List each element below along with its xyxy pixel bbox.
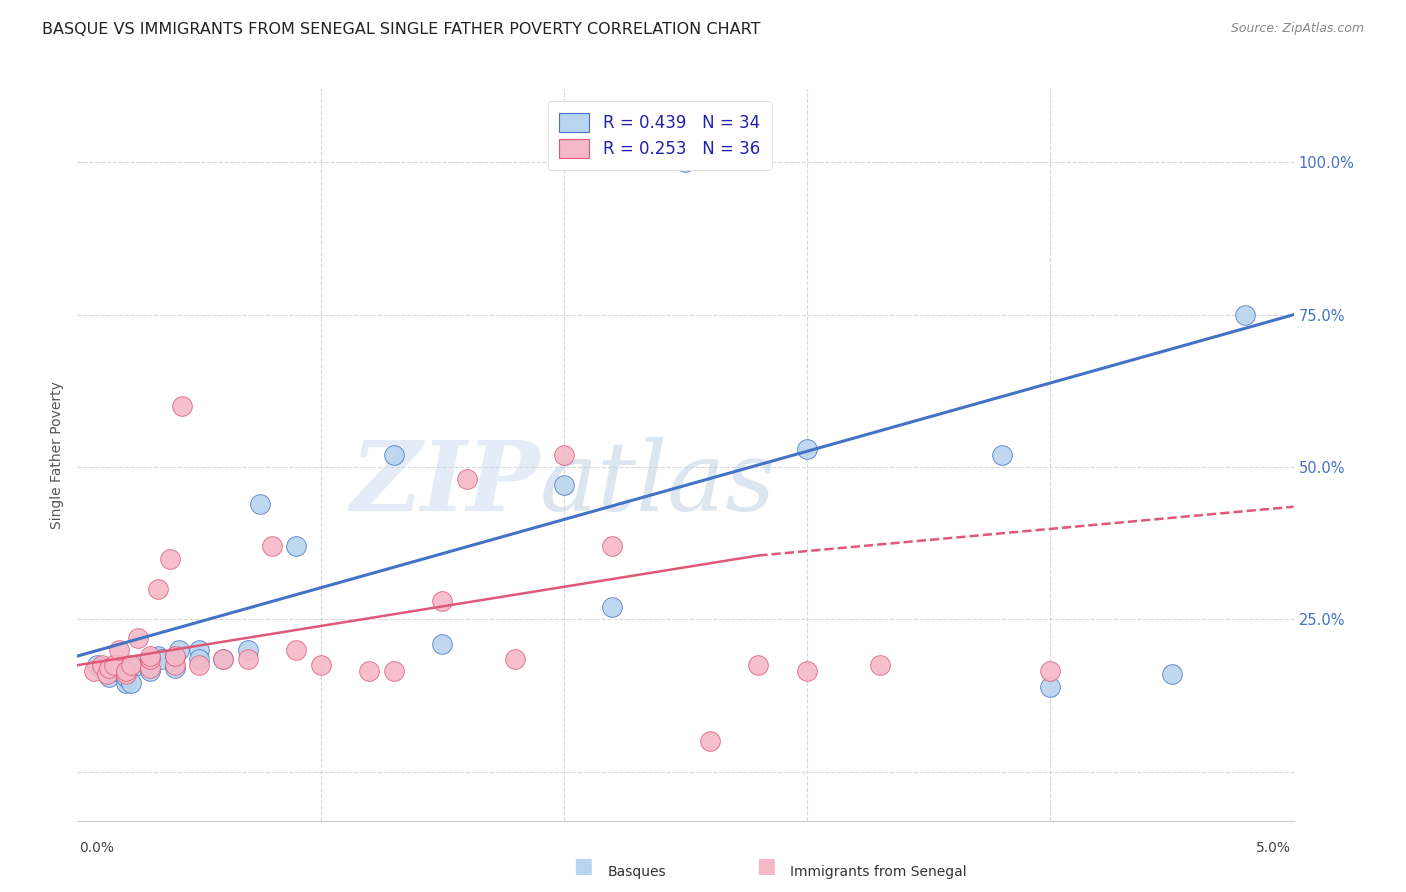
Point — [869, 658, 891, 673]
Point — [83, 665, 105, 679]
Point — [169, 643, 191, 657]
Point — [553, 478, 575, 492]
Text: Immigrants from Senegal: Immigrants from Senegal — [790, 865, 967, 880]
Point — [236, 652, 259, 666]
Point — [115, 665, 138, 679]
Point — [97, 670, 120, 684]
Text: Basques: Basques — [607, 865, 666, 880]
Point — [382, 448, 405, 462]
Point — [96, 667, 118, 681]
Point — [139, 661, 162, 675]
Point — [1039, 665, 1062, 679]
Point — [602, 539, 624, 553]
Point — [103, 658, 125, 673]
Point — [115, 676, 138, 690]
Point — [249, 497, 271, 511]
Point — [103, 665, 125, 679]
Point — [432, 594, 454, 608]
Point — [107, 658, 129, 673]
Point — [115, 670, 138, 684]
Point — [796, 665, 818, 679]
Point — [97, 661, 120, 675]
Point — [127, 658, 149, 673]
Point — [260, 539, 283, 553]
Point — [747, 658, 769, 673]
Point — [90, 661, 112, 675]
Y-axis label: Single Father Poverty: Single Father Poverty — [51, 381, 65, 529]
Point — [163, 649, 186, 664]
Point — [602, 600, 624, 615]
Point — [152, 652, 174, 666]
Point — [359, 665, 381, 679]
Point — [120, 658, 142, 673]
Point — [139, 665, 162, 679]
Point — [107, 643, 129, 657]
Point — [163, 661, 186, 675]
Point — [212, 652, 235, 666]
Point — [170, 399, 193, 413]
Point — [212, 652, 235, 666]
Point — [382, 665, 405, 679]
Point — [127, 631, 149, 645]
Text: ZIP: ZIP — [350, 437, 540, 531]
Point — [120, 676, 142, 690]
Text: ■: ■ — [574, 856, 593, 876]
Point — [139, 649, 162, 664]
Point — [432, 637, 454, 651]
Point — [503, 652, 526, 666]
Point — [146, 649, 169, 664]
Point — [285, 643, 308, 657]
Point — [796, 442, 818, 456]
Point — [1161, 667, 1184, 681]
Legend: R = 0.439   N = 34, R = 0.253   N = 36: R = 0.439 N = 34, R = 0.253 N = 36 — [548, 101, 772, 169]
Point — [309, 658, 332, 673]
Point — [139, 658, 162, 673]
Point — [139, 655, 162, 669]
Text: Source: ZipAtlas.com: Source: ZipAtlas.com — [1230, 22, 1364, 36]
Point — [1039, 680, 1062, 694]
Point — [990, 448, 1012, 462]
Point — [188, 658, 211, 673]
Point — [163, 658, 186, 673]
Point — [86, 658, 108, 673]
Point — [96, 667, 118, 681]
Point — [1233, 308, 1256, 322]
Point — [188, 652, 211, 666]
Text: BASQUE VS IMMIGRANTS FROM SENEGAL SINGLE FATHER POVERTY CORRELATION CHART: BASQUE VS IMMIGRANTS FROM SENEGAL SINGLE… — [42, 22, 761, 37]
Point — [90, 658, 112, 673]
Point — [675, 155, 697, 169]
Point — [188, 643, 211, 657]
Point — [146, 582, 169, 596]
Text: atlas: atlas — [540, 437, 776, 531]
Point — [285, 539, 308, 553]
Text: 5.0%: 5.0% — [1256, 841, 1291, 855]
Point — [159, 551, 181, 566]
Point — [115, 667, 138, 681]
Text: ■: ■ — [756, 856, 776, 876]
Point — [139, 652, 162, 666]
Point — [163, 649, 186, 664]
Point — [456, 472, 478, 486]
Point — [699, 734, 721, 748]
Point — [236, 643, 259, 657]
Point — [553, 448, 575, 462]
Text: 0.0%: 0.0% — [79, 841, 114, 855]
